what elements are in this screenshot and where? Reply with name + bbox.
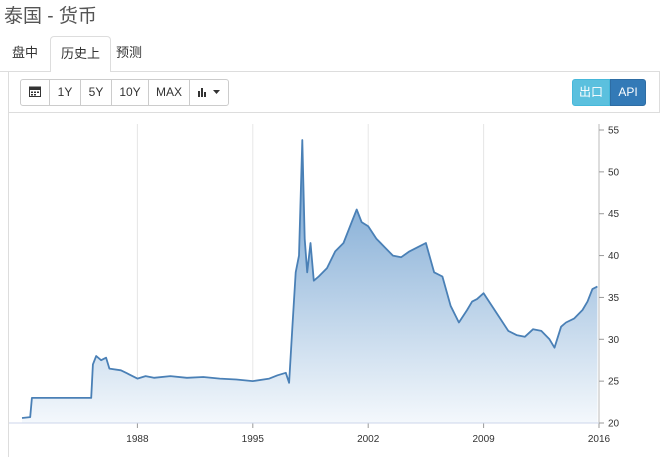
bar-chart-icon [198,88,207,97]
y-tick-label: 30 [608,335,620,346]
x-tick-label: 2002 [357,434,380,445]
range-button-group: 1Y 5Y 10Y MAX [20,79,229,106]
x-tick-label: 2009 [472,434,495,445]
calendar-icon [29,86,41,97]
range-5y-button[interactable]: 5Y [80,79,112,106]
x-tick-label: 1995 [242,434,265,445]
range-max-button[interactable]: MAX [148,79,190,106]
tab-historical[interactable]: 历史上 [50,36,112,73]
chart-type-button[interactable] [189,79,229,106]
series-area [22,140,598,423]
range-1y-button[interactable]: 1Y [49,79,81,106]
api-button[interactable]: API [610,79,646,106]
y-tick-label: 55 [608,126,620,137]
chart-toolbar: 1Y 5Y 10Y MAX 出口 API [8,72,660,112]
y-tick-label: 35 [608,293,620,304]
x-tick-label: 2016 [588,434,611,445]
caret-down-icon [212,90,220,94]
chart-area: 1988 1995 2002 2009 2016 20 25 30 35 40 45 50 55 [8,112,660,457]
y-tick-label: 20 [608,419,620,430]
series-line [21,139,598,419]
y-tick-label: 50 [608,167,620,178]
export-group: 出口 API [572,79,646,106]
tab-intraday[interactable]: 盘中 [12,45,39,60]
currency-chart: 1988 1995 2002 2009 2016 20 25 30 35 40 45 50 55 [9,124,620,445]
page-title: 泰国 - 货币 [4,6,97,27]
tab-forecast[interactable]: 预测 [116,45,143,60]
x-tick-label: 1988 [126,434,149,445]
export-button[interactable]: 出口 [572,79,610,106]
y-tick-label: 45 [608,209,620,220]
y-tick-label: 25 [608,377,620,388]
calendar-button[interactable] [20,79,50,106]
range-10y-button[interactable]: 10Y [111,79,149,106]
y-tick-label: 40 [608,251,620,262]
view-tabs: 盘中 历史上 预测 [0,36,660,73]
